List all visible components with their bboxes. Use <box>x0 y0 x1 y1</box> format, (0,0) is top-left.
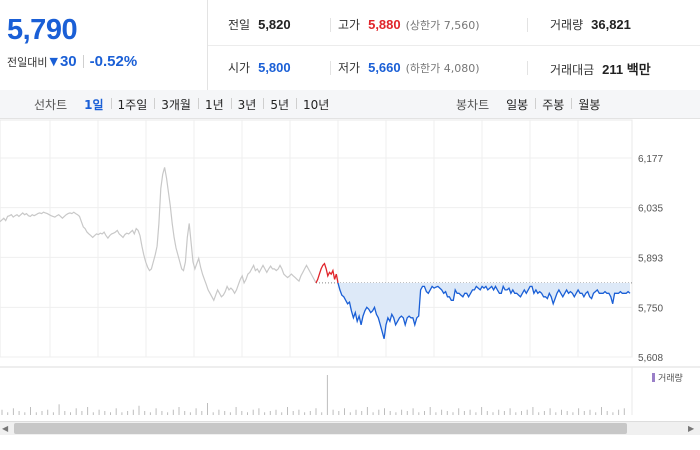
amount-value: 211 백만 <box>602 62 651 77</box>
low-value: 5,660 <box>368 60 401 75</box>
period-tab-1d[interactable]: 1일 <box>84 97 104 112</box>
y-tick-label: 5,608 <box>638 353 663 364</box>
divider <box>330 61 331 75</box>
down-triangle-icon: ▼ <box>49 55 58 68</box>
period-tab-1y[interactable]: 1년 <box>197 96 231 113</box>
volume-cell: 거래량 36,821 <box>550 16 631 33</box>
volume-label: 거래량 <box>550 18 584 32</box>
prev-close-label: 전일 <box>228 18 251 32</box>
line-chart-title: 선차트 <box>34 97 68 112</box>
open-label: 시가 <box>228 61 251 75</box>
change-abs: 30 <box>59 53 77 70</box>
divider <box>208 45 700 46</box>
price-chart: 6,177 6,035 5,893 5,750 5,608 거래량 <box>0 119 700 415</box>
period-tab-3y[interactable]: 3년 <box>230 96 264 113</box>
scroll-right-arrow-icon[interactable]: ▶ <box>688 424 695 433</box>
series-fill-below <box>338 282 630 339</box>
volume-legend-swatch <box>652 373 655 382</box>
change-pct: -0.52% <box>89 53 138 70</box>
candle-tab-monthly[interactable]: 월봉 <box>571 96 607 113</box>
amount-label: 거래대금 <box>550 63 595 77</box>
divider <box>527 18 528 32</box>
candle-tab-daily[interactable]: 일봉 <box>506 97 529 112</box>
prev-close-cell: 전일 5,820 <box>228 16 291 33</box>
divider <box>330 18 331 32</box>
current-price: 5,790 <box>7 14 78 46</box>
candle-chart-title: 봉차트 <box>456 97 490 112</box>
change-label: 전일대비 <box>7 55 48 69</box>
plot-frame <box>0 119 633 358</box>
open-cell: 시가 5,800 <box>228 59 291 76</box>
candle-chart-tabs: 봉차트 일봉 주봉 월봉 <box>456 90 607 118</box>
period-tab-1w[interactable]: 1주일 <box>110 96 155 113</box>
price-block: 5,790 전일대비 ▼ 30 -0.52% <box>0 0 208 90</box>
series-line-down <box>337 282 631 339</box>
y-tick-label: 5,750 <box>638 303 663 314</box>
scroll-thumb[interactable] <box>14 423 627 434</box>
y-tick-label: 6,035 <box>638 204 663 215</box>
volume-value: 36,821 <box>591 17 631 32</box>
series-line-prev-day <box>0 167 317 302</box>
candle-tab-weekly[interactable]: 주봉 <box>535 96 571 113</box>
period-tab-3m[interactable]: 3개월 <box>154 96 198 113</box>
high-value: 5,880 <box>368 17 401 32</box>
line-chart-tabs: 선차트 1일 1주일 3개월 1년 3년 5년 10년 <box>34 90 336 118</box>
divider <box>82 55 84 68</box>
prev-close-value: 5,820 <box>258 17 291 32</box>
period-tab-5y[interactable]: 5년 <box>263 96 296 113</box>
high-label: 고가 <box>338 18 361 32</box>
amount-cell: 거래대금 211 백만 <box>550 59 651 78</box>
low-cell: 저가 5,660 (하한가 4,080) <box>338 59 480 76</box>
high-cell: 고가 5,880 (상한가 7,560) <box>338 16 480 33</box>
scroll-left-arrow-icon[interactable]: ◀ <box>2 424 9 433</box>
change-row: 전일대비 ▼ 30 -0.52% <box>7 53 137 70</box>
period-tab-10y[interactable]: 10년 <box>296 96 336 113</box>
low-label: 저가 <box>338 61 361 75</box>
divider <box>527 61 528 75</box>
chart-scrollbar[interactable]: ◀ ▶ <box>0 421 700 435</box>
y-tick-label: 6,177 <box>638 154 663 165</box>
price-summary: 5,790 전일대비 ▼ 30 -0.52% 전일 5,820 고가 5,880… <box>0 0 700 91</box>
open-value: 5,800 <box>258 60 291 75</box>
upper-limit: (상한가 7,560) <box>405 19 480 32</box>
y-tick-label: 5,893 <box>638 253 663 264</box>
lower-limit: (하한가 4,080) <box>405 62 480 75</box>
chart-toolbar: 선차트 1일 1주일 3개월 1년 3년 5년 10년 봉차트 일봉 주봉 월봉 <box>0 90 700 119</box>
volume-legend-label: 거래량 <box>658 372 683 384</box>
series-line-up <box>315 262 339 284</box>
